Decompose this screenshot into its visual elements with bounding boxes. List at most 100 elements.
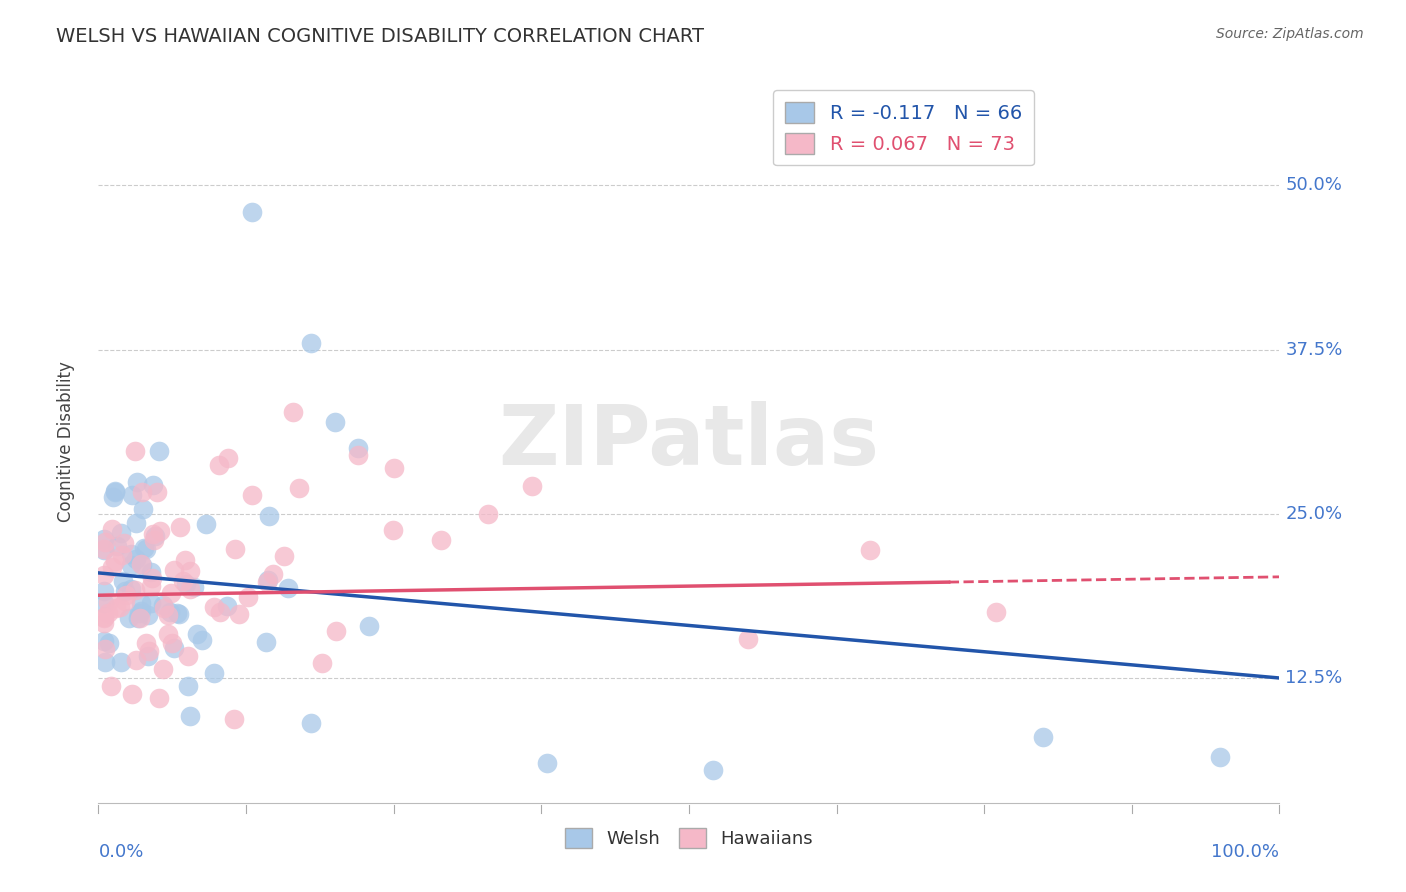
Point [124,583,146,598]
Point [129,611,152,625]
Point [141,571,163,585]
Point [134,541,156,555]
Point [325,624,347,638]
Point [262,566,284,581]
Point [194,516,217,531]
Point [163,641,186,656]
Point [101,490,124,504]
Text: 12.5%: 12.5% [1285,669,1343,687]
Point [132,501,155,516]
Point [138,644,160,658]
Point [146,485,169,500]
Point [142,478,165,492]
Point [121,488,143,502]
Point [125,653,148,667]
Point [127,611,149,625]
Point [152,598,174,612]
Point [104,485,127,500]
Point [120,558,142,572]
Point [120,582,142,597]
Point [702,763,724,777]
Point [156,626,179,640]
Point [142,533,165,547]
Point [737,632,759,646]
Point [129,557,152,571]
Point [142,527,165,541]
Point [125,516,148,530]
Point [277,581,299,595]
Point [167,607,190,621]
Point [93,610,115,624]
Point [121,687,143,701]
Point [299,336,322,351]
Point [93,541,115,556]
Point [108,599,131,614]
Point [131,485,153,500]
Point [224,542,246,557]
Point [240,204,263,219]
Point [124,443,146,458]
Point [129,596,152,610]
Point [118,611,141,625]
Point [281,405,304,419]
Text: ZIPatlas: ZIPatlas [499,401,879,482]
Point [101,522,124,536]
Point [160,586,183,600]
Point [112,535,135,549]
Point [217,599,239,613]
Point [139,596,162,610]
Point [186,627,208,641]
Point [347,448,370,462]
Point [347,441,370,455]
Point [114,584,136,599]
Point [257,574,280,588]
Point [323,415,346,429]
Point [273,549,295,563]
Point [257,509,280,524]
Text: Source: ZipAtlas.com: Source: ZipAtlas.com [1216,27,1364,41]
Point [311,656,333,670]
Point [128,606,150,620]
Point [179,582,201,596]
Point [93,596,115,610]
Point [217,450,239,465]
Point [143,528,166,542]
Text: 37.5%: 37.5% [1285,341,1343,359]
Point [148,443,170,458]
Text: 0.0%: 0.0% [98,843,143,861]
Point [141,579,163,593]
Point [176,648,198,663]
Point [859,543,882,558]
Point [152,662,174,676]
Point [136,649,159,664]
Legend: Welsh, Hawaiians: Welsh, Hawaiians [558,821,820,855]
Point [179,564,201,578]
Point [163,564,186,578]
Point [93,542,115,557]
Text: 100.0%: 100.0% [1212,843,1279,861]
Point [97,606,120,620]
Point [1209,749,1232,764]
Point [114,593,136,607]
Y-axis label: Cognitive Disability: Cognitive Disability [56,361,75,522]
Point [159,605,181,619]
Point [179,708,201,723]
Point [136,607,159,622]
Point [1032,730,1054,744]
Point [382,523,405,537]
Point [139,566,162,580]
Text: 50.0%: 50.0% [1285,177,1343,194]
Point [93,633,115,648]
Point [104,483,127,498]
Point [162,636,184,650]
Point [208,458,231,472]
Point [208,605,231,619]
Point [104,553,127,567]
Point [97,636,120,650]
Point [110,655,132,669]
Point [94,641,117,656]
Point [536,756,558,771]
Point [111,548,134,562]
Point [236,590,259,604]
Point [357,619,380,633]
